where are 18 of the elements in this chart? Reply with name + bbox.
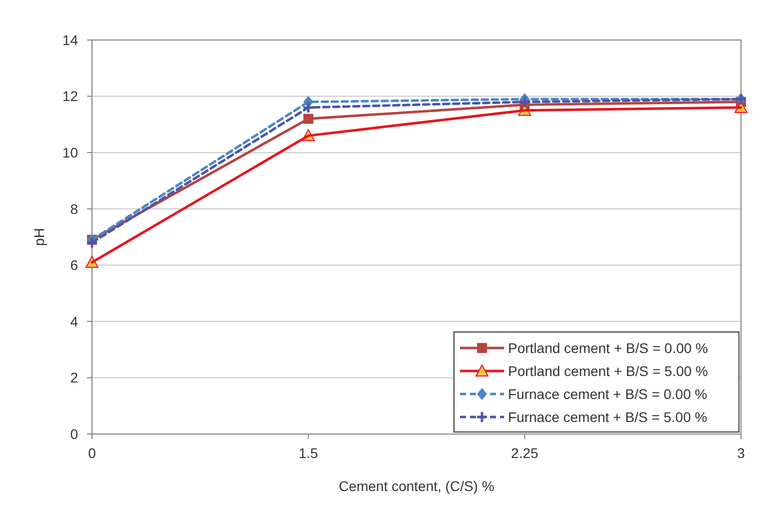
y-tick-label: 2 xyxy=(70,370,78,386)
legend-label: Furnace cement + B/S = 5.00 % xyxy=(508,408,708,425)
x-tick-label: 2.25 xyxy=(511,445,539,461)
y-tick-label: 0 xyxy=(70,426,78,442)
x-tick-label: 1.5 xyxy=(298,445,318,461)
y-tick-label: 14 xyxy=(62,32,78,48)
y-tick-label: 12 xyxy=(62,88,78,104)
x-tick-label: 3 xyxy=(737,445,746,461)
y-tick-label: 8 xyxy=(70,200,78,217)
legend-label: Furnace cement + B/S = 0.00 % xyxy=(508,386,708,402)
y-tick-label: 6 xyxy=(70,257,78,274)
y-tick-label: 10 xyxy=(62,144,78,160)
x-axis-title: Cement content, (C/S) % xyxy=(338,478,494,494)
y-tick-label: 4 xyxy=(70,313,78,330)
legend-label: Portland cement + B/S = 0.00 % xyxy=(508,340,708,356)
y-axis-title: pH xyxy=(31,228,47,246)
legend-label: Portland cement + B/S = 5.00 % xyxy=(508,362,708,379)
x-tick-label: 0 xyxy=(88,445,96,461)
